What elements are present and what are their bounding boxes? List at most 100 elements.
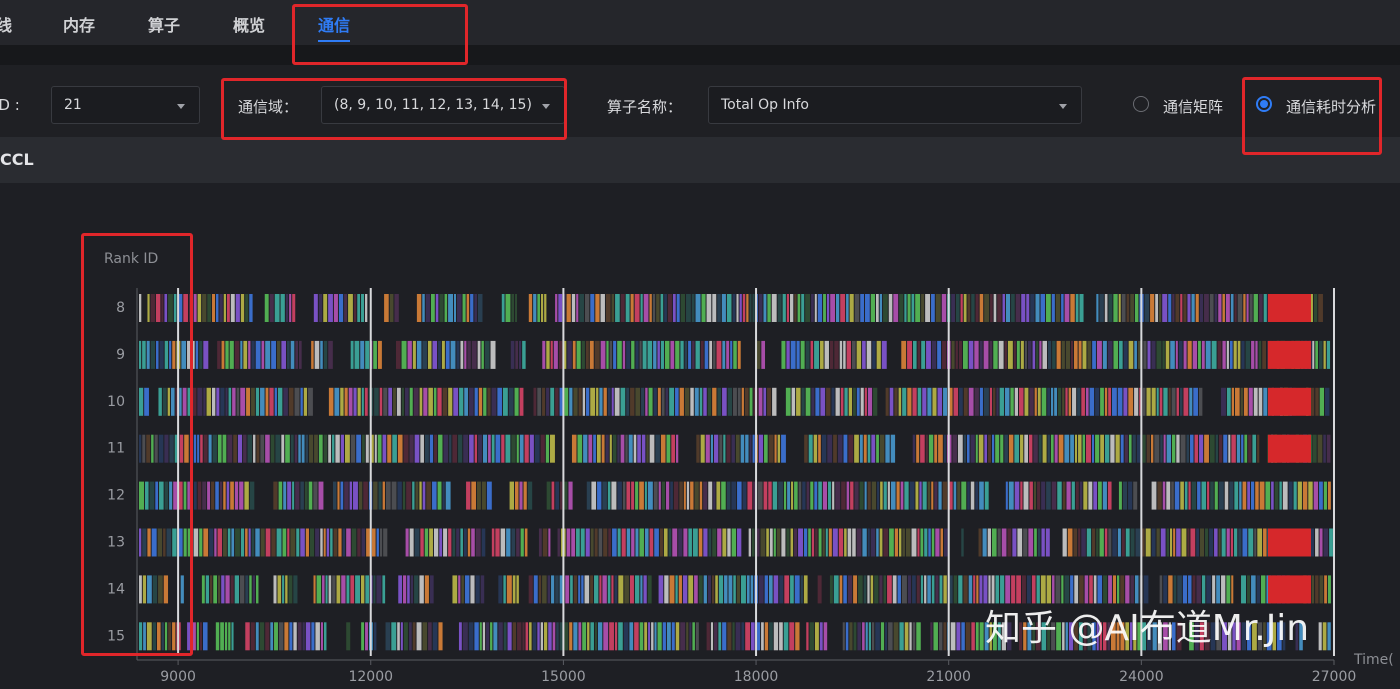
event-stripe (854, 294, 860, 322)
event-stripe (396, 340, 401, 369)
event-stripe (1323, 340, 1326, 369)
event-stripe (212, 434, 217, 463)
event-stripe (168, 622, 172, 651)
tab[interactable]: 算子 (148, 16, 181, 35)
event-stripe (790, 294, 794, 322)
event-stripe (573, 575, 578, 604)
event-stripe (819, 622, 823, 651)
op-select[interactable]: Total Op Info (708, 86, 1082, 124)
event-stripe (414, 434, 420, 463)
event-stripe (859, 434, 863, 463)
event-stripe (400, 622, 403, 651)
event-stripe (909, 481, 915, 510)
event-stripe (1141, 528, 1145, 557)
event-stripe (887, 575, 892, 604)
event-stripe (548, 622, 552, 651)
event-stripe (416, 622, 422, 651)
event-stripe (1263, 622, 1266, 651)
event-stripe (285, 294, 289, 322)
event-stripe (516, 575, 519, 604)
event-stripe (1163, 434, 1166, 463)
event-stripe (870, 528, 876, 557)
radio-matrix[interactable]: 通信矩阵 (1133, 96, 1223, 117)
event-stripe (356, 434, 362, 463)
event-stripe (537, 622, 540, 651)
event-stripe (452, 528, 456, 557)
event-stripe (486, 622, 490, 651)
event-stripe (822, 481, 827, 510)
event-stripe (764, 434, 768, 463)
tab[interactable]: 内存 (63, 16, 96, 35)
event-stripe (904, 622, 909, 651)
event-stripe (611, 294, 615, 322)
event-stripe (760, 528, 766, 557)
event-stripe (785, 387, 791, 416)
event-stripe (948, 387, 953, 416)
event-stripe (1151, 528, 1156, 557)
event-stripe (1041, 387, 1047, 416)
tab[interactable]: 线 (0, 16, 13, 35)
event-stripe (323, 622, 327, 651)
event-stripe (459, 387, 464, 416)
event-stripe (295, 340, 298, 369)
event-stripe (150, 294, 155, 322)
event-stripe (470, 294, 474, 322)
event-stripe (147, 575, 152, 604)
event-stripe (635, 528, 639, 557)
event-stripe (695, 622, 699, 651)
event-stripe (680, 622, 686, 651)
event-stripe (205, 575, 210, 604)
y-tick-label: 12 (107, 488, 125, 504)
tab[interactable]: 概览 (233, 16, 266, 35)
event-stripe (797, 294, 801, 322)
event-stripe (150, 340, 156, 369)
event-stripe (377, 340, 382, 369)
event-stripe (260, 387, 265, 416)
event-stripe (806, 622, 809, 651)
event-stripe (544, 622, 548, 651)
event-stripe (383, 528, 388, 557)
event-stripe (1322, 622, 1327, 651)
event-stripe (820, 340, 824, 369)
event-stripe (560, 481, 563, 510)
event-stripe (568, 481, 573, 510)
event-stripe (398, 575, 403, 604)
domain-select[interactable]: (8, 9, 10, 11, 12, 13, 14, 15) (321, 86, 565, 124)
event-stripe (308, 481, 313, 510)
event-stripe (199, 622, 203, 651)
event-stripe (853, 387, 856, 416)
event-stripe (1228, 434, 1231, 463)
event-stripe (464, 340, 467, 369)
event-stripe (1297, 481, 1302, 510)
event-stripe (922, 387, 927, 416)
event-stripe (848, 434, 854, 463)
event-stripe (1006, 622, 1012, 651)
event-stripe (764, 622, 769, 651)
event-stripe (159, 340, 164, 369)
event-stripe (157, 528, 163, 557)
event-stripe (777, 434, 781, 463)
event-stripe (706, 622, 710, 651)
event-stripe (1221, 528, 1226, 557)
event-stripe (240, 575, 245, 604)
event-stripe (1253, 387, 1258, 416)
tab[interactable]: 通信 (318, 12, 351, 42)
event-stripe (671, 622, 675, 651)
event-stripe (837, 434, 843, 463)
event-stripe (686, 481, 690, 510)
event-stripe (623, 622, 629, 651)
event-stripe (332, 575, 336, 604)
event-stripe (430, 294, 435, 322)
event-stripe (247, 434, 253, 463)
event-stripe (937, 340, 942, 369)
event-stripe (1065, 622, 1068, 651)
event-stripe (282, 575, 285, 604)
card-select[interactable]: 21 (51, 86, 200, 124)
event-stripe (276, 528, 282, 557)
event-stripe (1070, 340, 1074, 369)
event-stripe (988, 434, 991, 463)
event-stripe (846, 294, 849, 322)
event-stripe (251, 528, 255, 557)
radio-time[interactable]: 通信耗时分析 (1256, 96, 1376, 117)
event-stripe (1217, 340, 1222, 369)
